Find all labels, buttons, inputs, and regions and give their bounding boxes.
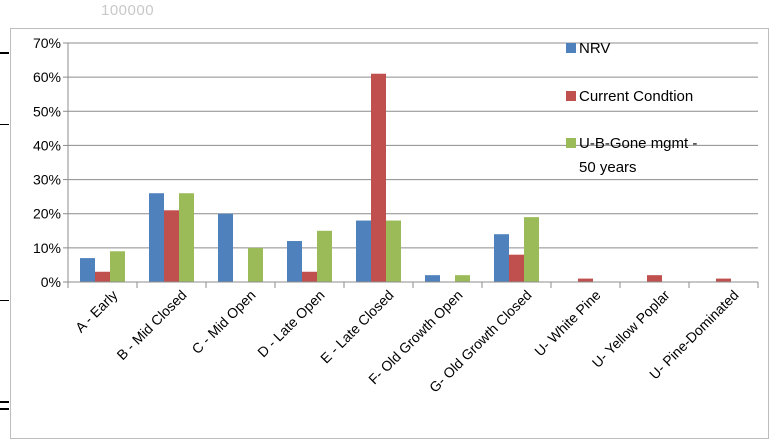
left-edge-mark: [0, 408, 9, 410]
bar: [302, 271, 317, 282]
legend-swatch: [566, 43, 576, 53]
bar: [80, 258, 95, 282]
bar: [647, 275, 662, 282]
bar: [287, 241, 302, 282]
bar: [95, 271, 110, 282]
legend-swatch: [566, 91, 576, 101]
bar: [386, 220, 401, 282]
left-edge-mark: [0, 52, 9, 54]
bar: [149, 193, 164, 282]
bar: [164, 210, 179, 282]
bar: [578, 278, 593, 282]
legend-label: Current Condtion: [579, 88, 693, 105]
bar: [218, 213, 233, 282]
bar: [371, 73, 386, 282]
y-tick-label: 70%: [33, 35, 61, 51]
x-category-label: C - Mid Open: [188, 287, 258, 357]
legend-swatch: [566, 138, 576, 148]
y-tick-label: 40%: [33, 137, 61, 153]
chart-area: 0% 10% 20% 30% 40% 50% 60% 70% A - Early B - Mid …: [10, 28, 769, 439]
bar: [317, 230, 332, 282]
y-tick-label: 50%: [33, 103, 61, 119]
x-category-label: E - Late Closed: [317, 287, 397, 367]
x-category-label: B - Mid Closed: [113, 287, 189, 363]
x-category-label: A - Early: [72, 287, 121, 336]
left-edge-mark: [0, 124, 9, 125]
bar: [425, 275, 440, 282]
x-category-label: D - Late Open: [254, 287, 327, 360]
bar: [716, 278, 731, 282]
legend-label: U-B-Gone mgmt -50 years: [579, 135, 697, 176]
left-edge-mark: [0, 401, 9, 403]
x-category-label: U- White Pine: [531, 287, 604, 360]
bar: [455, 275, 470, 282]
left-edge-mark: [0, 300, 9, 301]
bar: [110, 251, 125, 282]
bar: [524, 217, 539, 282]
bar: [248, 247, 263, 282]
faint-top-label: 100000: [101, 2, 155, 19]
bar: [494, 234, 509, 282]
y-tick-label: 20%: [33, 206, 61, 222]
y-tick-label: 0%: [41, 274, 61, 290]
bar: [509, 254, 524, 282]
bar: [356, 220, 371, 282]
bar: [179, 193, 194, 282]
legend-label: NRV: [579, 40, 610, 57]
y-tick-label: 10%: [33, 240, 61, 256]
y-tick-label: 30%: [33, 172, 61, 188]
y-tick-label: 60%: [33, 69, 61, 85]
